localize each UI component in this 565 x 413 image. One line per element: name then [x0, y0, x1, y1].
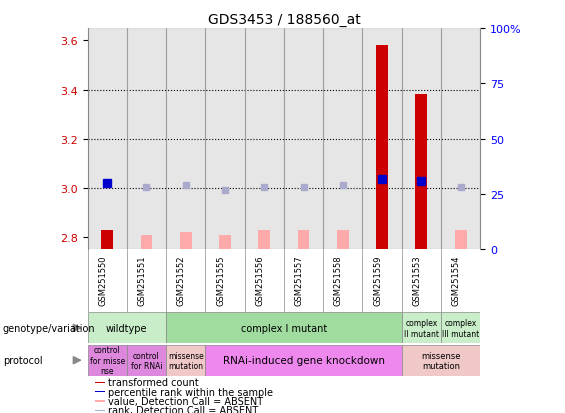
Bar [245, 29, 284, 250]
Text: GSM251555: GSM251555 [216, 255, 225, 305]
Bar [180, 233, 192, 250]
Bar [284, 29, 323, 250]
Text: RNAi-induced gene knockdown: RNAi-induced gene knockdown [223, 355, 385, 366]
Text: genotype/variation: genotype/variation [3, 323, 95, 333]
Bar [95, 410, 105, 411]
Text: value, Detection Call = ABSENT: value, Detection Call = ABSENT [108, 396, 263, 406]
Bar [402, 313, 441, 344]
Bar [376, 46, 388, 250]
Bar [298, 230, 310, 250]
Bar [441, 29, 480, 250]
Bar [402, 29, 441, 250]
Text: complex I mutant: complex I mutant [241, 323, 327, 333]
Text: control
for RNAi: control for RNAi [131, 351, 162, 370]
Text: missense
mutation: missense mutation [421, 351, 460, 370]
Bar [166, 345, 206, 376]
Bar [95, 382, 105, 383]
Bar [95, 401, 105, 402]
Bar [95, 391, 105, 392]
Text: control
for misse
nse: control for misse nse [90, 346, 125, 375]
Text: protocol: protocol [3, 355, 42, 366]
Bar [88, 313, 166, 344]
Text: complex
II mutant: complex II mutant [404, 318, 439, 338]
Bar [166, 29, 206, 250]
Text: rank, Detection Call = ABSENT: rank, Detection Call = ABSENT [108, 406, 258, 413]
Text: percentile rank within the sample: percentile rank within the sample [108, 387, 273, 397]
Bar [127, 345, 166, 376]
Text: missense
mutation: missense mutation [168, 351, 203, 370]
Text: GSM251550: GSM251550 [98, 255, 107, 305]
Bar [166, 313, 402, 344]
Text: GSM251553: GSM251553 [412, 255, 421, 305]
Bar [363, 29, 402, 250]
Bar [206, 29, 245, 250]
Text: GSM251552: GSM251552 [177, 255, 186, 305]
Title: GDS3453 / 188560_at: GDS3453 / 188560_at [207, 12, 360, 26]
Bar [415, 95, 427, 250]
Bar [402, 345, 480, 376]
Bar [455, 230, 467, 250]
Text: GSM251557: GSM251557 [294, 255, 303, 305]
Bar [88, 345, 127, 376]
Text: wildtype: wildtype [106, 323, 147, 333]
Bar [141, 235, 153, 250]
Bar [88, 29, 127, 250]
Text: GSM251554: GSM251554 [451, 255, 460, 305]
Text: complex
III mutant: complex III mutant [442, 318, 479, 338]
Bar [258, 230, 270, 250]
Bar [219, 235, 231, 250]
Text: GSM251551: GSM251551 [137, 255, 146, 305]
Bar [206, 345, 402, 376]
Bar [127, 29, 166, 250]
Text: GSM251556: GSM251556 [255, 255, 264, 305]
Text: transformed count: transformed count [108, 377, 198, 387]
Text: GSM251558: GSM251558 [334, 255, 343, 305]
Bar [337, 230, 349, 250]
Bar [441, 313, 480, 344]
Text: GSM251559: GSM251559 [373, 255, 382, 305]
Bar [101, 230, 113, 250]
Bar [323, 29, 363, 250]
